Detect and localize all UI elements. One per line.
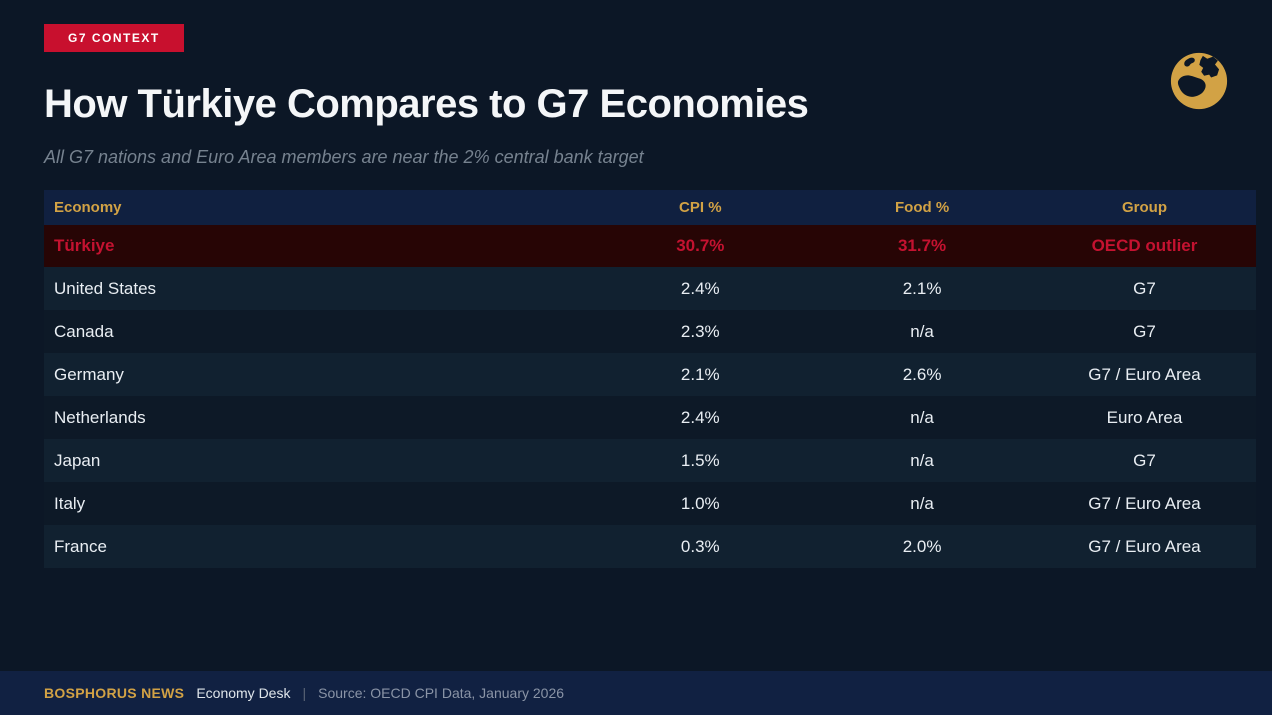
group-cell: G7 / Euro Area bbox=[1088, 364, 1201, 384]
group-cell: G7 bbox=[1133, 278, 1156, 298]
cpi-cell: 1.5% bbox=[680, 450, 720, 470]
column-header-economy: Economy bbox=[44, 190, 590, 225]
footer-bar: BOSPHORUS NEWS Economy Desk | Source: OE… bbox=[0, 671, 1272, 715]
economy-cell: Germany bbox=[54, 364, 124, 384]
food-cell: n/a bbox=[910, 450, 934, 470]
economy-cell: United States bbox=[54, 278, 157, 298]
table-row: Japan 1.5% n/a G7 bbox=[44, 439, 1256, 482]
group-cell: Euro Area bbox=[1106, 407, 1183, 427]
food-cell: n/a bbox=[910, 493, 934, 513]
column-header-food: Food % bbox=[811, 190, 1033, 225]
cpi-cell: 1.0% bbox=[680, 493, 720, 513]
column-header-cpi: CPI % bbox=[589, 190, 812, 225]
cpi-cell: 2.3% bbox=[680, 321, 720, 341]
economy-cell: Türkiye bbox=[54, 236, 115, 255]
source-credit: Source: OECD CPI Data, January 2026 bbox=[318, 685, 565, 701]
comparison-table: Economy CPI % Food % Group Türkiye 30.7%… bbox=[44, 190, 1256, 568]
footer-separator: | bbox=[302, 685, 307, 701]
table-row: Italy 1.0% n/a G7 / Euro Area bbox=[44, 482, 1256, 525]
food-cell: 2.1% bbox=[902, 278, 942, 298]
economy-cell: Japan bbox=[54, 450, 101, 470]
page-title: How Türkiye Compares to G7 Economies bbox=[44, 82, 809, 126]
globe-europe-icon bbox=[1168, 50, 1230, 112]
table-header: Economy CPI % Food % Group bbox=[44, 190, 1256, 225]
food-cell: 2.6% bbox=[902, 364, 942, 384]
page-subtitle: All G7 nations and Euro Area members are… bbox=[44, 147, 644, 167]
food-cell: 2.0% bbox=[902, 536, 942, 556]
group-cell: G7 / Euro Area bbox=[1088, 493, 1201, 513]
column-header-group: Group bbox=[1032, 190, 1256, 225]
table-row: Canada 2.3% n/a G7 bbox=[44, 310, 1256, 353]
table-header-row: Economy CPI % Food % Group bbox=[44, 190, 1256, 225]
table-row: Türkiye 30.7% 31.7% OECD outlier bbox=[44, 225, 1256, 267]
table-row: France 0.3% 2.0% G7 / Euro Area bbox=[44, 525, 1256, 568]
food-cell: n/a bbox=[910, 321, 934, 341]
table-row: United States 2.4% 2.1% G7 bbox=[44, 267, 1256, 310]
economy-cell: France bbox=[54, 536, 107, 556]
group-cell: G7 / Euro Area bbox=[1088, 536, 1201, 556]
desk-label: Economy Desk bbox=[196, 685, 291, 701]
cpi-cell: 2.1% bbox=[680, 364, 720, 384]
economy-cell: Canada bbox=[54, 321, 114, 341]
economy-cell: Italy bbox=[54, 493, 86, 513]
food-cell: 31.7% bbox=[897, 236, 947, 255]
main-content: G7 CONTEXT How Türkiye Compares to G7 Ec… bbox=[44, 24, 1256, 568]
group-cell: OECD outlier bbox=[1091, 236, 1198, 255]
table-row: Germany 2.1% 2.6% G7 / Euro Area bbox=[44, 353, 1256, 396]
cpi-cell: 30.7% bbox=[676, 236, 725, 255]
cpi-cell: 0.3% bbox=[680, 536, 720, 556]
cpi-cell: 2.4% bbox=[680, 407, 720, 427]
table-body: Türkiye 30.7% 31.7% OECD outlier United … bbox=[44, 225, 1256, 568]
group-cell: G7 bbox=[1133, 450, 1156, 470]
group-cell: G7 bbox=[1133, 321, 1156, 341]
brand-name: BOSPHORUS NEWS bbox=[44, 685, 185, 701]
economy-cell: Netherlands bbox=[54, 407, 146, 427]
context-badge: G7 CONTEXT bbox=[44, 24, 184, 52]
food-cell: n/a bbox=[910, 407, 934, 427]
table-row: Netherlands 2.4% n/a Euro Area bbox=[44, 396, 1256, 439]
cpi-cell: 2.4% bbox=[680, 278, 720, 298]
